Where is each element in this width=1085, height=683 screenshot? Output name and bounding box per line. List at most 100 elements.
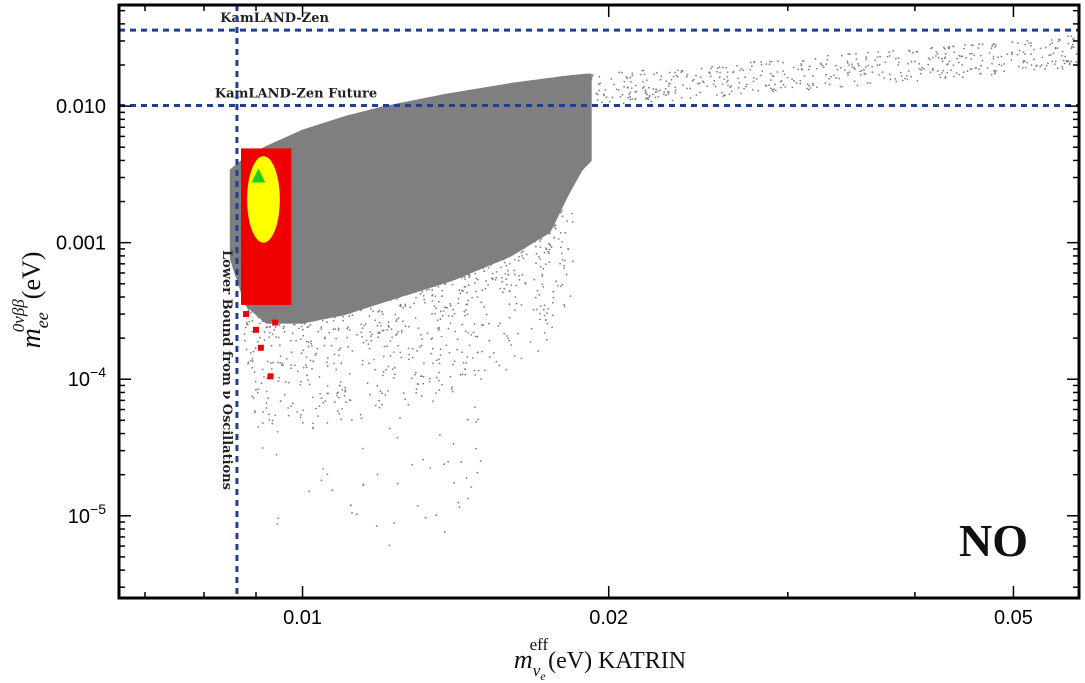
- gray-point: [290, 405, 292, 407]
- gray-point: [431, 337, 434, 339]
- gray-point: [445, 306, 448, 309]
- gray-point: [377, 336, 380, 339]
- gray-point: [277, 380, 280, 383]
- gray-point: [257, 426, 260, 428]
- gray-point: [944, 75, 947, 78]
- red-point: [272, 319, 279, 326]
- gray-point: [414, 373, 416, 376]
- gray-point: [317, 318, 320, 321]
- gray-point: [540, 238, 543, 241]
- gray-point: [866, 82, 869, 84]
- gray-point: [407, 403, 410, 406]
- gray-point: [428, 377, 431, 380]
- gray-point: [290, 364, 292, 366]
- gray-point: [655, 88, 657, 91]
- gray-point: [970, 68, 973, 70]
- gray-point: [1061, 54, 1063, 57]
- gray-point: [344, 389, 347, 391]
- gray-point: [388, 544, 391, 547]
- gray-point: [711, 65, 714, 68]
- gray-point: [630, 87, 633, 89]
- gray-point: [689, 87, 692, 90]
- gray-point: [929, 47, 932, 50]
- gray-point: [641, 69, 644, 72]
- gray-point: [274, 414, 277, 417]
- gray-point: [278, 324, 281, 326]
- gray-point: [370, 307, 372, 310]
- gray-point: [677, 69, 679, 72]
- gray-point: [533, 278, 536, 281]
- gray-point: [768, 63, 771, 66]
- gray-point: [350, 504, 352, 507]
- gray-point: [449, 322, 452, 325]
- gray-point: [952, 64, 955, 67]
- gray-point: [995, 70, 998, 72]
- gray-point: [727, 84, 729, 87]
- gray-point: [878, 64, 881, 66]
- gray-point: [385, 300, 387, 302]
- gray-point: [515, 302, 518, 305]
- gray-point: [268, 418, 271, 421]
- gray-point: [1035, 64, 1038, 67]
- gray-point: [517, 259, 520, 262]
- gray-point: [1061, 68, 1064, 70]
- gray-point: [1067, 42, 1070, 45]
- gray-point: [743, 87, 745, 90]
- gray-point: [415, 391, 418, 394]
- gray-point: [463, 310, 466, 313]
- gray-point: [856, 84, 859, 87]
- gray-point: [1044, 46, 1047, 49]
- gray-point: [680, 71, 683, 74]
- gray-point: [980, 54, 982, 57]
- gray-point: [782, 70, 785, 72]
- gray-point: [1050, 54, 1052, 56]
- gray-point: [372, 310, 374, 312]
- gray-point: [626, 77, 629, 80]
- gray-point: [681, 70, 684, 72]
- gray-point: [548, 248, 551, 251]
- gray-point: [835, 76, 837, 79]
- gray-point: [1071, 43, 1074, 46]
- gray-point: [806, 83, 809, 85]
- gray-point: [389, 340, 392, 342]
- gray-point: [939, 76, 942, 79]
- gray-point: [1016, 53, 1019, 56]
- gray-point: [943, 46, 945, 49]
- gray-point: [397, 330, 400, 333]
- gray-point: [564, 231, 567, 234]
- gray-point: [324, 400, 327, 402]
- gray-point: [561, 258, 564, 261]
- gray-point: [497, 325, 500, 327]
- gray-point: [386, 329, 389, 331]
- gray-point: [466, 291, 468, 294]
- gray-point: [394, 313, 397, 316]
- gray-point: [645, 79, 648, 82]
- gray-point: [807, 68, 810, 71]
- gray-point: [800, 63, 802, 65]
- gray-point: [468, 276, 471, 279]
- gray-point: [468, 344, 471, 347]
- gray-point: [543, 304, 546, 307]
- gray-point: [435, 307, 438, 309]
- gray-point: [417, 327, 420, 329]
- gray-point: [312, 360, 315, 363]
- gray-point: [642, 80, 644, 83]
- gray-point: [427, 288, 430, 291]
- gray-point: [269, 325, 272, 328]
- gray-point: [506, 269, 509, 272]
- y-axis-title: mee0νββ(eV): [9, 252, 52, 349]
- gray-point: [800, 68, 803, 70]
- gray-point: [598, 75, 601, 78]
- gray-point: [755, 78, 758, 80]
- gray-point: [770, 60, 773, 63]
- gray-point: [326, 357, 329, 359]
- gray-point: [466, 356, 469, 358]
- gray-point: [398, 296, 400, 299]
- gray-point: [431, 362, 434, 365]
- gray-point: [421, 290, 424, 293]
- gray-point: [305, 340, 308, 343]
- gray-point: [665, 94, 667, 96]
- gray-point: [571, 221, 574, 223]
- gray-point: [315, 352, 317, 355]
- gray-point: [487, 266, 490, 269]
